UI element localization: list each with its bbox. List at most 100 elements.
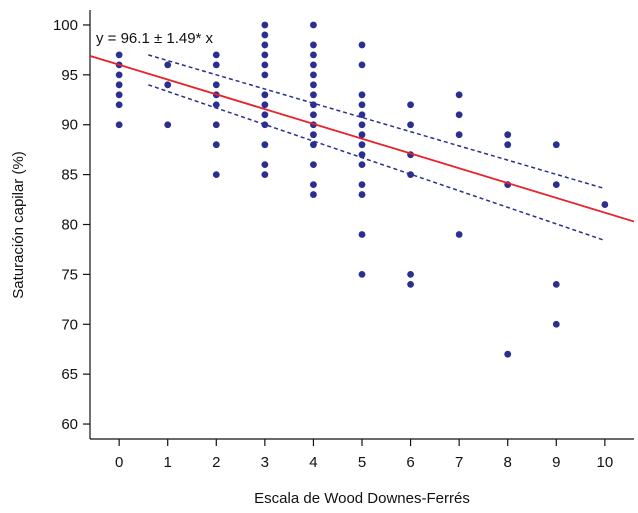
data-point	[261, 111, 269, 119]
data-point	[358, 61, 366, 69]
x-tick-label: 0	[115, 454, 123, 471]
x-tick-label: 1	[164, 454, 172, 471]
y-tick-label: 85	[61, 167, 78, 184]
data-point	[310, 181, 317, 188]
data-point	[601, 201, 609, 208]
ci-upper-line	[148, 54, 606, 190]
data-point	[358, 131, 366, 139]
data-point	[310, 81, 317, 89]
data-point	[261, 121, 269, 129]
data-point	[310, 21, 317, 29]
data-point	[212, 101, 220, 109]
data-point	[310, 41, 317, 49]
data-point	[358, 270, 366, 278]
data-point	[310, 131, 317, 139]
data-point	[358, 41, 366, 49]
data-point	[212, 121, 220, 129]
data-point	[212, 51, 220, 59]
data-point	[261, 71, 269, 79]
x-tick-label: 2	[212, 454, 220, 471]
data-point	[552, 320, 560, 328]
data-point	[358, 111, 366, 119]
data-point	[164, 81, 172, 89]
x-axis-ticks: 0 1 2 3 4 5 6 7 8 9 10	[115, 439, 613, 471]
data-point	[261, 101, 269, 109]
data-point	[164, 61, 172, 69]
data-point	[212, 141, 220, 149]
x-tick-label: 3	[261, 454, 269, 471]
regression-equation: y = 96.1 ± 1.49* x	[96, 30, 214, 47]
data-point	[358, 191, 366, 198]
data-point	[212, 81, 220, 89]
data-point	[407, 121, 414, 129]
data-point	[358, 91, 366, 99]
y-tick-label: 95	[61, 67, 78, 84]
x-tick-label: 10	[597, 454, 614, 471]
y-tick-label: 70	[61, 316, 78, 333]
y-axis-ticks: 60 65 70 75 80 85 90 95 100	[53, 17, 90, 433]
data-point	[115, 51, 123, 59]
data-point	[455, 131, 463, 139]
data-point	[310, 101, 317, 109]
data-point	[358, 141, 366, 149]
data-point	[310, 111, 317, 119]
y-tick-label: 65	[61, 366, 78, 383]
data-point	[115, 81, 123, 89]
data-point	[261, 171, 269, 179]
data-point	[115, 91, 123, 99]
y-tick-label: 90	[61, 117, 78, 134]
data-point	[115, 101, 123, 109]
data-point	[407, 101, 414, 109]
x-tick-label: 5	[358, 454, 366, 471]
data-point	[212, 61, 220, 69]
data-point	[407, 280, 414, 288]
data-point	[358, 101, 366, 109]
ci-lower-line	[148, 84, 606, 242]
data-point	[407, 270, 414, 278]
x-tick-label: 8	[504, 454, 512, 471]
data-point	[115, 71, 123, 79]
data-point	[310, 71, 317, 79]
data-point	[455, 231, 463, 238]
data-point	[310, 91, 317, 99]
data-point	[261, 161, 269, 169]
confidence-band	[148, 54, 606, 242]
data-point	[310, 61, 317, 69]
data-point	[455, 111, 463, 119]
data-point	[358, 181, 366, 188]
x-tick-label: 6	[406, 454, 414, 471]
data-point	[261, 91, 269, 99]
data-point	[504, 141, 512, 149]
plot-area	[90, 21, 634, 358]
data-point	[552, 181, 560, 188]
y-tick-label: 80	[61, 217, 78, 234]
y-tick-label: 75	[61, 266, 78, 283]
data-point	[358, 121, 366, 129]
data-point	[261, 31, 269, 39]
data-point	[407, 171, 414, 179]
x-tick-label: 7	[455, 454, 463, 471]
data-point	[164, 121, 172, 129]
data-point	[358, 161, 366, 169]
data-point	[261, 61, 269, 69]
data-point	[310, 161, 317, 169]
data-point	[552, 280, 560, 288]
data-point	[261, 51, 269, 59]
data-point	[310, 191, 317, 198]
y-tick-label: 100	[53, 17, 78, 34]
data-point	[504, 350, 512, 358]
data-point	[358, 151, 366, 159]
data-point	[310, 141, 317, 149]
y-tick-label: 60	[61, 416, 78, 433]
data-point	[552, 141, 560, 149]
x-tick-label: 4	[309, 454, 317, 471]
data-point	[455, 91, 463, 99]
data-points	[115, 21, 609, 358]
data-point	[261, 21, 269, 29]
x-axis-title: Escala de Wood Downes-Ferrés	[254, 490, 470, 507]
data-point	[358, 231, 366, 238]
data-point	[504, 131, 512, 139]
y-axis-title: Saturación capilar (%)	[10, 151, 27, 299]
data-point	[115, 121, 123, 129]
